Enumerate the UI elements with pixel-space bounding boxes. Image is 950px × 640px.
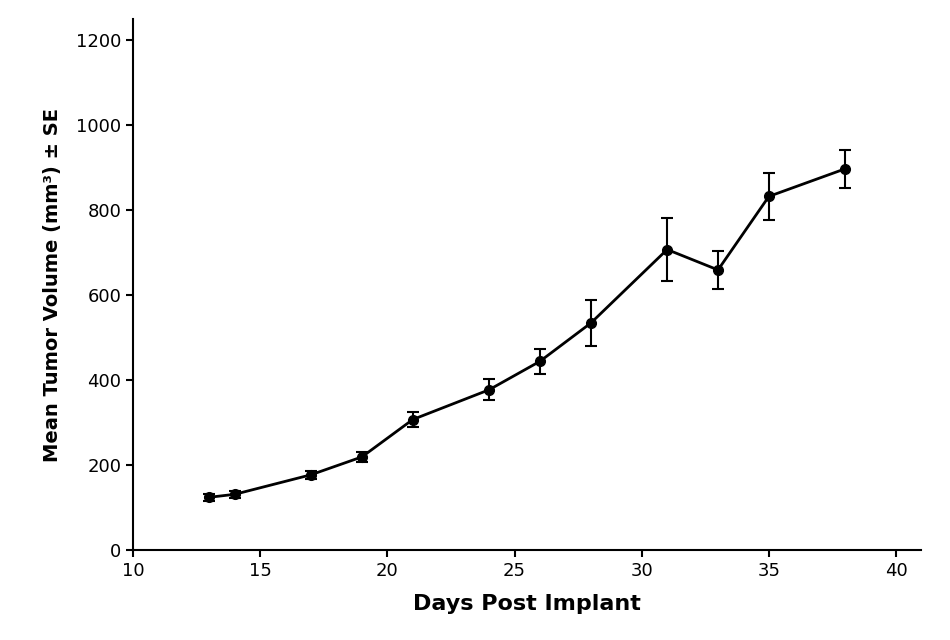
X-axis label: Days Post Implant: Days Post Implant: [413, 594, 641, 614]
Y-axis label: Mean Tumor Volume (mm³) ± SE: Mean Tumor Volume (mm³) ± SE: [43, 108, 62, 462]
